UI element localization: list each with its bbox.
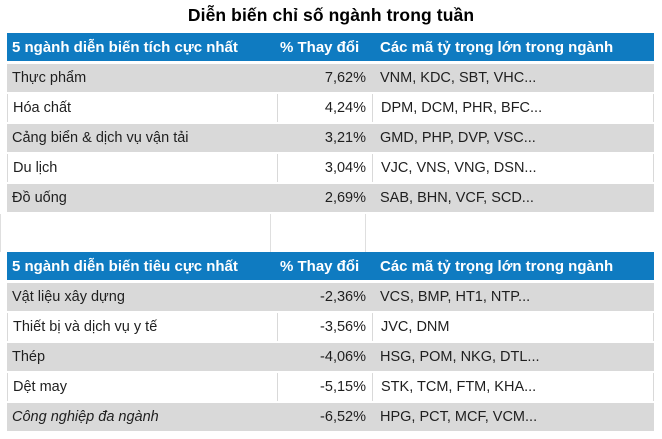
header-tickers-label: Các mã tỷ trọng lớn trong ngành <box>380 38 614 56</box>
change-value-cell: 7,62% <box>324 70 366 86</box>
change-value-cell: 3,21% <box>324 130 366 146</box>
table-row: Dệt may -5,15% STK, TCM, FTM, KHA... <box>7 373 654 401</box>
change-value-cell: -5,15% <box>277 373 372 401</box>
sector-name-cell: Du lịch <box>7 154 277 182</box>
sector-name-cell: Đồ uống <box>12 190 67 206</box>
page-title: Diễn biến chỉ số ngành trong tuần <box>187 5 475 25</box>
negative-sectors-table: 5 ngành diễn biến tiêu cực nhất % Thay đ… <box>7 252 654 431</box>
sector-name-cell: Công nghiệp đa ngành <box>12 409 159 425</box>
table-row: Hóa chất 4,24% DPM, DCM, PHR, BFC... <box>7 94 654 122</box>
grid-line <box>0 214 1 252</box>
sector-name-cell: Cảng biển & dịch vụ vận tải <box>12 130 189 146</box>
table-header-row: 5 ngành diễn biến tiêu cực nhất % Thay đ… <box>7 252 654 280</box>
table-row: Thực phẩm 7,62% VNM, KDC, SBT, VHC... <box>7 64 654 92</box>
grid-line <box>270 214 271 252</box>
change-value-cell: 2,69% <box>324 190 366 206</box>
table-header-row: 5 ngành diễn biến tích cực nhất % Thay đ… <box>7 33 654 61</box>
table-row: Thiết bị và dịch vụ y tế -3,56% JVC, DNM <box>7 313 654 341</box>
tickers-cell: SAB, BHN, VCF, SCD... <box>380 190 534 206</box>
table-row: Vật liệu xây dựng -2,36% VCS, BMP, HT1, … <box>7 283 654 311</box>
table-gap <box>0 214 662 252</box>
change-value-cell: -6,52% <box>320 409 366 425</box>
table-body: Thực phẩm 7,62% VNM, KDC, SBT, VHC... Hó… <box>7 64 654 212</box>
header-sector-label: 5 ngành diễn biến tích cực nhất <box>12 38 238 56</box>
tickers-cell: STK, TCM, FTM, KHA... <box>372 373 654 401</box>
sector-name-cell: Thực phẩm <box>12 70 87 86</box>
sector-name-cell: Thiết bị và dịch vụ y tế <box>7 313 277 341</box>
header-tickers-label: Các mã tỷ trọng lớn trong ngành <box>380 257 614 275</box>
tickers-cell: VCS, BMP, HT1, NTP... <box>380 289 531 305</box>
sector-name-cell: Dệt may <box>7 373 277 401</box>
tickers-cell: HSG, POM, NKG, DTL... <box>380 349 540 365</box>
table-row: Công nghiệp đa ngành -6,52% HPG, PCT, MC… <box>7 403 654 431</box>
sector-name-cell: Vật liệu xây dựng <box>12 289 125 305</box>
header-sector-label: 5 ngành diễn biến tiêu cực nhất <box>12 257 238 275</box>
header-change-label: % Thay đổi <box>280 38 360 56</box>
tickers-cell: VNM, KDC, SBT, VHC... <box>380 70 537 86</box>
grid-line <box>365 214 366 252</box>
table-row: Đồ uống 2,69% SAB, BHN, VCF, SCD... <box>7 184 654 212</box>
tickers-cell: DPM, DCM, PHR, BFC... <box>372 94 654 122</box>
table-row: Thép -4,06% HSG, POM, NKG, DTL... <box>7 343 654 371</box>
change-value-cell: 4,24% <box>277 94 372 122</box>
tickers-cell: GMD, PHP, DVP, VSC... <box>380 130 536 146</box>
change-value-cell: -2,36% <box>320 289 366 305</box>
positive-sectors-table: 5 ngành diễn biến tích cực nhất % Thay đ… <box>7 33 654 212</box>
tickers-cell: HPG, PCT, MCF, VCM... <box>380 409 538 425</box>
table-row: Du lịch 3,04% VJC, VNS, VNG, DSN... <box>7 154 654 182</box>
table-row: Cảng biển & dịch vụ vận tải 3,21% GMD, P… <box>7 124 654 152</box>
header-change-label: % Thay đổi <box>280 257 360 275</box>
tickers-cell: VJC, VNS, VNG, DSN... <box>372 154 654 182</box>
sector-name-cell: Hóa chất <box>7 94 277 122</box>
change-value-cell: -3,56% <box>277 313 372 341</box>
tickers-cell: JVC, DNM <box>372 313 654 341</box>
change-value-cell: 3,04% <box>277 154 372 182</box>
change-value-cell: -4,06% <box>320 349 366 365</box>
sector-name-cell: Thép <box>12 349 46 365</box>
table-body: Vật liệu xây dựng -2,36% VCS, BMP, HT1, … <box>7 283 654 431</box>
